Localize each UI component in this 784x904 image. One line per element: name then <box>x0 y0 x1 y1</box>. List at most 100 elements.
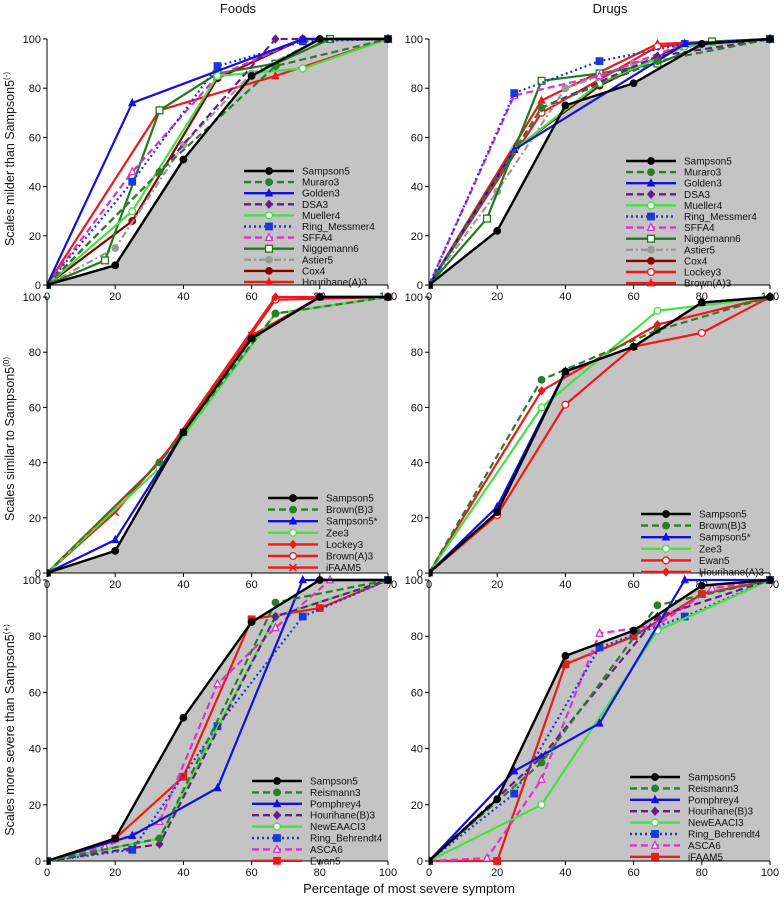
data-point-reismann3 <box>653 601 662 610</box>
data-point-golden3 <box>128 97 137 107</box>
data-point-hourihane-a-3 <box>537 386 546 396</box>
legend: Sampson5Brown(B)3Sampson5*Zee3Lockey3Bro… <box>268 494 378 574</box>
x-tick-label: 40 <box>559 867 571 879</box>
legend-marker <box>647 168 655 177</box>
data-point-neweaaci3 <box>537 800 546 809</box>
data-point-ring-messmer4 <box>213 62 222 70</box>
series-line-sampson5 <box>47 37 388 287</box>
data-point-asca6 <box>482 852 492 862</box>
y-tick-label: 20 <box>411 231 423 243</box>
legend: Sampson5Brown(B)3Sampson5*Zee3Ewan5Houri… <box>641 510 764 579</box>
data-point-sampson5 <box>179 428 188 437</box>
legend-label: Cox4 <box>684 256 708 267</box>
legend-label: Cox4 <box>302 266 326 277</box>
legend-label: Hourihane(A)3 <box>302 278 367 289</box>
legend-marker <box>288 539 298 550</box>
data-point-sampson5 <box>766 576 774 584</box>
legend-item-ewan5: Ewan5 <box>252 856 341 867</box>
data-point-sampson5 <box>629 79 638 88</box>
legend-label: NewEAACI3 <box>688 818 744 829</box>
data-point-ewan5 <box>315 604 324 613</box>
legend-label: Astier5 <box>684 245 716 256</box>
x-tick-label: 20 <box>109 291 121 303</box>
legend-label: Niggemann6 <box>684 234 741 245</box>
y-tick-label: 20 <box>411 800 423 812</box>
y-axis-label-severe: Scales more severe than Sampson5(+) <box>2 624 17 836</box>
legend-item-reismann3: Reismann3 <box>252 788 361 799</box>
data-point-ifaam5 <box>493 857 502 865</box>
legend-marker <box>646 267 656 277</box>
legend: Sampson5Reismann3Pomphrey4Hourihane(B)3N… <box>630 773 761 863</box>
legend-item-dsa3: DSA3 <box>626 189 711 201</box>
data-point-astier5 <box>111 244 120 253</box>
y-tick-label: 80 <box>411 347 423 359</box>
legend-label: SFFA4 <box>684 223 715 234</box>
legend-item-brown-b-3: Brown(B)3 <box>641 521 747 532</box>
series-line-brown-b-3 <box>429 295 771 574</box>
legend-label: Sampson5 <box>688 773 736 784</box>
x-tick-label: 60 <box>627 867 639 879</box>
series-sampson5 <box>429 293 774 577</box>
series-line-sampson5 <box>429 37 771 286</box>
y-tick-label: 0 <box>35 280 41 292</box>
legend-item-ring-behrendt4: Ring_Behrendt4 <box>252 834 383 845</box>
x-tick-label: 80 <box>696 867 708 879</box>
legend-item-ring-behrendt4: Ring_Behrendt4 <box>630 830 761 841</box>
legend-marker <box>651 784 659 793</box>
series-sampson5 <box>47 293 392 577</box>
y-tick-label: 100 <box>23 575 41 587</box>
data-point-golden3 <box>680 38 689 48</box>
legend-label: Ewan5 <box>310 856 341 867</box>
legend-marker <box>288 551 298 561</box>
legend-marker <box>650 818 660 827</box>
legend-marker <box>647 245 655 254</box>
y-tick-label: 80 <box>411 631 423 643</box>
legend: Sampson5Muraro3Golden3DSA3Mueller4Ring_M… <box>244 167 375 289</box>
legend-label: Sampson5* <box>699 533 751 544</box>
panel-drugs-row-1: 020406080100020406080100Sampson5Muraro3G… <box>405 33 779 303</box>
data-point-pomphrey4 <box>595 718 604 727</box>
data-point-sampson5 <box>179 155 188 164</box>
data-point-zee3 <box>537 403 546 412</box>
data-point-sampson5 <box>493 795 502 804</box>
data-point-hourihane-b-3 <box>155 839 164 849</box>
legend-label: NewEAACI3 <box>310 822 366 833</box>
legend-marker <box>650 794 660 804</box>
x-tick-label: 40 <box>559 291 571 303</box>
data-point-muraro3 <box>537 103 546 112</box>
x-tick-label: 20 <box>109 867 121 879</box>
series-line-hourihane-b-3 <box>47 578 389 863</box>
y-tick-label: 40 <box>29 744 41 756</box>
legend-item-sampson5: Sampson5 <box>252 777 358 788</box>
data-point-muraro3 <box>653 57 662 66</box>
legend-label: Lockey3 <box>326 540 364 551</box>
legend-label: DSA3 <box>684 190 711 201</box>
data-point-sampson5 <box>315 576 324 584</box>
series-line-sffa4 <box>429 37 771 286</box>
legend-marker <box>272 843 282 853</box>
legend-label: Pomphrey4 <box>688 795 740 806</box>
legend-item-brown-a-3: Brown(A)3 <box>626 277 732 290</box>
legend-label: Mueller4 <box>684 201 723 212</box>
y-tick-label: 20 <box>29 513 41 525</box>
data-point-sampson5 <box>766 35 774 43</box>
legend-item-sampson5: Sampson5* <box>641 532 751 544</box>
data-point-hourihane-b-3 <box>271 611 280 622</box>
y-tick-label: 40 <box>411 744 423 756</box>
legend-label: Ewan5 <box>699 556 730 567</box>
legend-label: Hourihane(B)3 <box>688 807 753 818</box>
legend-marker <box>289 494 297 502</box>
data-point-sampson5 <box>561 651 570 660</box>
series-line-brown-b-3 <box>47 295 389 574</box>
data-point-sampson5 <box>384 35 392 43</box>
data-point-sampson5 <box>429 857 433 865</box>
legend-marker <box>265 267 273 275</box>
data-point-niggemann6 <box>100 256 110 265</box>
data-point-brown-b-3 <box>271 309 280 318</box>
legend-item-lockey3: Lockey3 <box>626 268 722 279</box>
data-point-ewan5 <box>697 328 706 337</box>
data-point-sampson5 <box>429 281 433 289</box>
legend-marker <box>264 244 274 253</box>
legend-label: Astier5 <box>302 255 334 266</box>
legend-label: Sampson5 <box>684 157 732 168</box>
